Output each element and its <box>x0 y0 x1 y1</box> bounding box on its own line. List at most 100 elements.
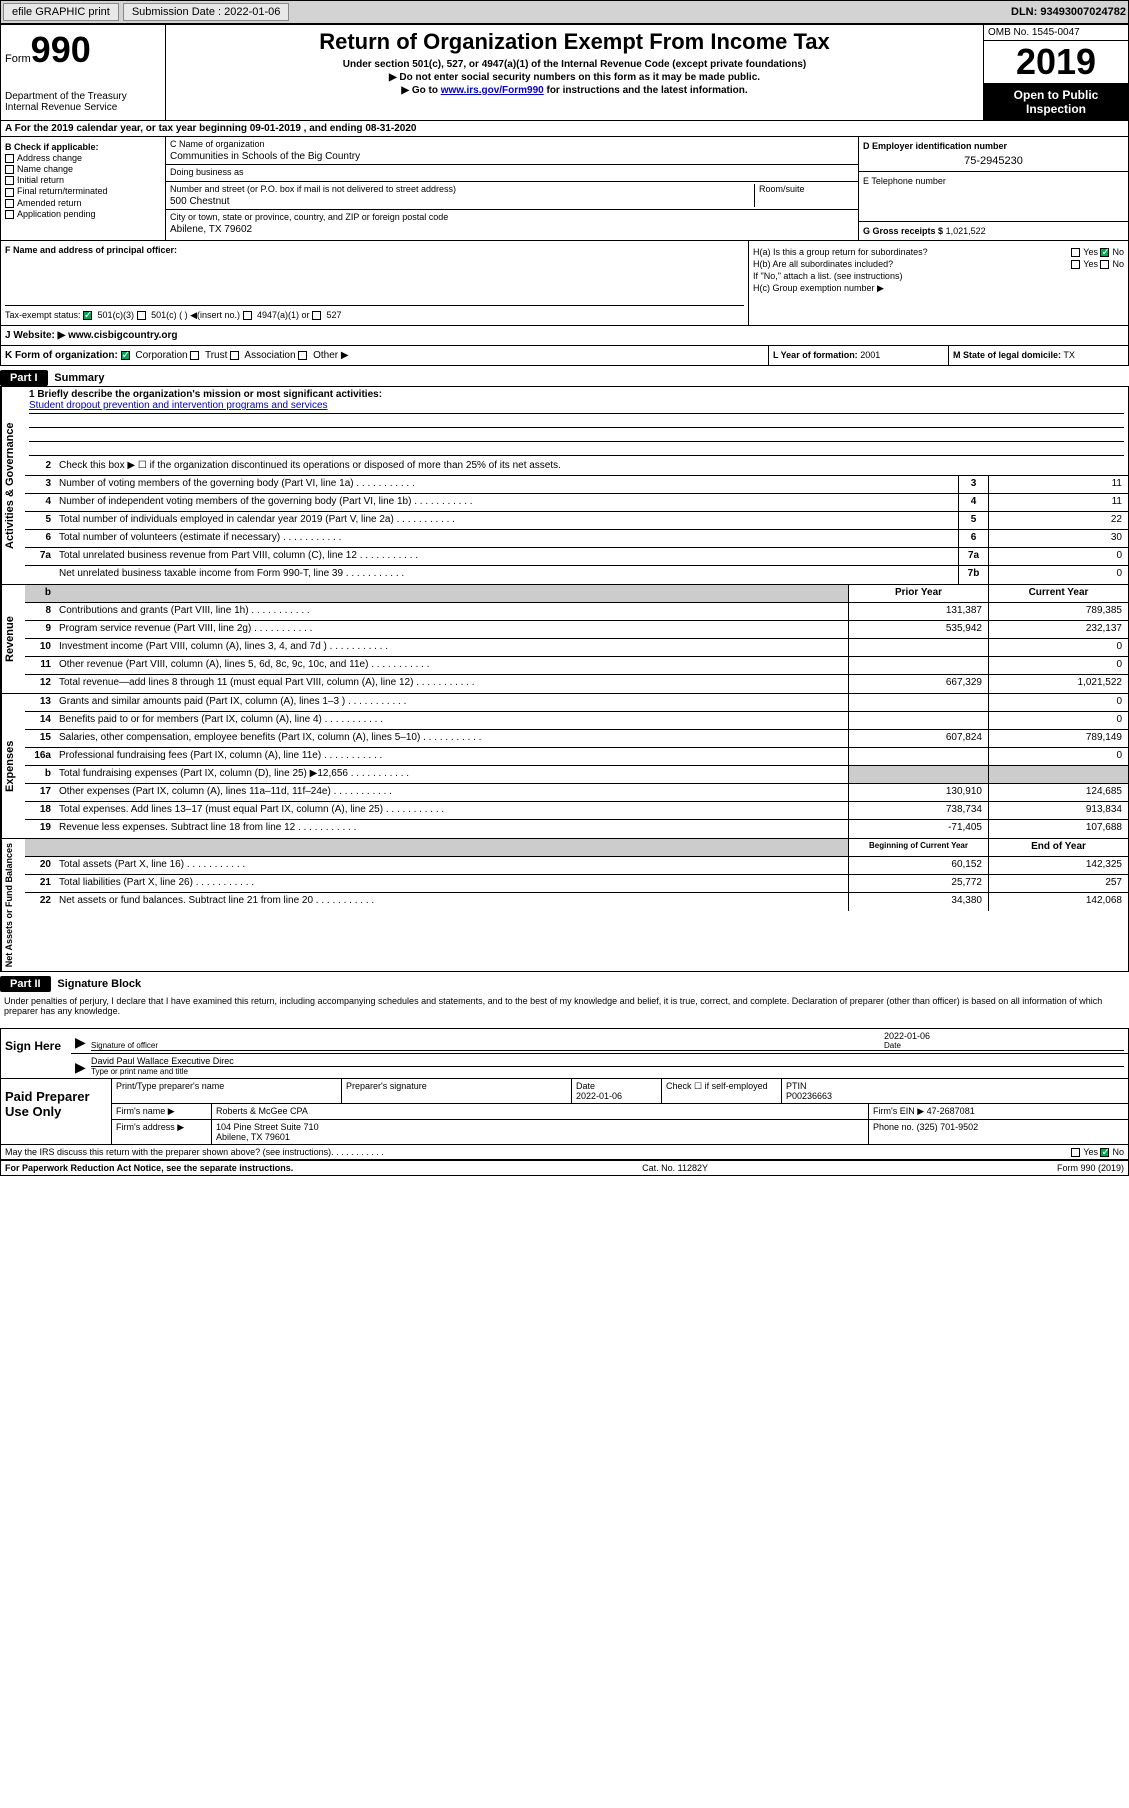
tax-exempt-opt-checkbox[interactable] <box>137 311 146 320</box>
line-value: 11 <box>988 494 1128 511</box>
col-c-org-info: C Name of organization Communities in Sc… <box>166 137 858 240</box>
hb-no-checkbox[interactable] <box>1100 260 1109 269</box>
phone-label: Phone no. <box>873 1122 914 1132</box>
website-value: www.cisbigcountry.org <box>65 330 177 341</box>
summary-line-text: Total liabilities (Part X, line 26) <box>55 875 848 892</box>
line-value: 22 <box>988 512 1128 529</box>
sig-date-label: Date <box>884 1041 1124 1050</box>
section-bcd: B Check if applicable: Address changeNam… <box>0 137 1129 241</box>
current-value: 1,021,522 <box>988 675 1128 693</box>
checkbox[interactable] <box>5 199 14 208</box>
line-box: 7b <box>958 566 988 584</box>
summary-line-text: Total revenue—add lines 8 through 11 (mu… <box>55 675 848 693</box>
line-value: 30 <box>988 530 1128 547</box>
ptin-value: P00236663 <box>786 1091 1124 1101</box>
summary-line-text: Investment income (Part VIII, column (A)… <box>55 639 848 656</box>
checkbox[interactable] <box>5 210 14 219</box>
row-a-tax-year: A For the 2019 calendar year, or tax yea… <box>0 121 1129 137</box>
prior-value: 738,734 <box>848 802 988 819</box>
declaration-text: Under penalties of perjury, I declare th… <box>0 992 1129 1020</box>
firm-ein: 47-2687081 <box>927 1106 975 1116</box>
mission-text: Student dropout prevention and intervent… <box>29 400 1124 414</box>
hb-yes-checkbox[interactable] <box>1071 260 1080 269</box>
part1-header: Part I <box>0 370 48 386</box>
submission-date-button[interactable]: Submission Date : 2022-01-06 <box>123 3 290 21</box>
discuss-no-checkbox[interactable] <box>1100 1148 1109 1157</box>
summary-line-text: Contributions and grants (Part VIII, lin… <box>55 603 848 620</box>
form-year-block: OMB No. 1545-0047 2019 Open to Public In… <box>983 25 1128 120</box>
form-org-opt-checkbox[interactable] <box>121 351 130 360</box>
prior-value: 25,772 <box>848 875 988 892</box>
form-org-label: K Form of organization: <box>5 350 118 361</box>
q2-text: Check this box ▶ ☐ if the organization d… <box>55 458 1128 475</box>
summary-line-text: Number of voting members of the governin… <box>55 476 958 493</box>
line-value: 0 <box>988 566 1128 584</box>
prior-year-header: Prior Year <box>848 585 988 602</box>
current-value: 107,688 <box>988 820 1128 838</box>
form-org-opt-checkbox[interactable] <box>298 351 307 360</box>
current-value: 257 <box>988 875 1128 892</box>
current-value: 789,385 <box>988 603 1128 620</box>
principal-officer-label: F Name and address of principal officer: <box>5 245 177 255</box>
line-value: 0 <box>988 548 1128 565</box>
prep-sig-label: Preparer's signature <box>341 1079 571 1103</box>
tax-exempt-opt-checkbox[interactable] <box>243 311 252 320</box>
current-value: 124,685 <box>988 784 1128 801</box>
tax-exempt-opt-checkbox[interactable] <box>312 311 321 320</box>
form-org-opt-checkbox[interactable] <box>230 351 239 360</box>
print-name-label: Print/Type preparer's name <box>111 1079 341 1103</box>
form-ref: Form 990 (2019) <box>1057 1163 1124 1173</box>
summary-line-text: Salaries, other compensation, employee b… <box>55 730 848 747</box>
tax-exempt-opt-checkbox[interactable] <box>83 311 92 320</box>
prior-value: 607,824 <box>848 730 988 747</box>
prior-value: 60,152 <box>848 857 988 874</box>
firm-addr: 104 Pine Street Suite 710 <box>216 1122 864 1132</box>
subtitle-3: ▶ Go to www.irs.gov/Form990 for instruct… <box>170 85 979 96</box>
dba-label: Doing business as <box>170 167 854 177</box>
gross-label: G Gross receipts $ <box>863 226 943 236</box>
current-value: 0 <box>988 748 1128 765</box>
discuss-yes-checkbox[interactable] <box>1071 1148 1080 1157</box>
tel-label: E Telephone number <box>863 176 1124 186</box>
firm-name-label: Firm's name ▶ <box>111 1104 211 1119</box>
firm-addr-label: Firm's address ▶ <box>111 1120 211 1144</box>
checkbox[interactable] <box>5 154 14 163</box>
state-domicile-label: M State of legal domicile: <box>953 350 1061 360</box>
state-domicile-value: TX <box>1063 350 1075 360</box>
prior-value: 535,942 <box>848 621 988 638</box>
col-f: F Name and address of principal officer:… <box>1 241 748 325</box>
part1-title: Summary <box>54 372 104 384</box>
form990-link[interactable]: www.irs.gov/Form990 <box>441 85 544 96</box>
self-emp-label: Check ☐ if self-employed <box>661 1079 781 1103</box>
city-value: Abilene, TX 79602 <box>170 224 854 235</box>
city-label: City or town, state or province, country… <box>170 212 854 222</box>
line-box: 5 <box>958 512 988 529</box>
line-box: 7a <box>958 548 988 565</box>
summary-line-text: Program service revenue (Part VIII, line… <box>55 621 848 638</box>
current-value: 142,068 <box>988 893 1128 911</box>
ein-value: 75-2945230 <box>863 155 1124 167</box>
org-name: Communities in Schools of the Big Countr… <box>170 151 854 162</box>
form-org-opt-checkbox[interactable] <box>190 351 199 360</box>
form-id-block: Form990 Department of the Treasury Inter… <box>1 25 166 120</box>
part-2: Part II Signature Block Under penalties … <box>0 976 1129 1020</box>
discuss-text: May the IRS discuss this return with the… <box>5 1147 331 1157</box>
efile-print-button[interactable]: efile GRAPHIC print <box>3 3 119 21</box>
summary-line-text: Total assets (Part X, line 16) <box>55 857 848 874</box>
line-value: 11 <box>988 476 1128 493</box>
q1-label: 1 Briefly describe the organization's mi… <box>29 389 382 400</box>
checkbox[interactable] <box>5 188 14 197</box>
officer-name: David Paul Wallace Executive Direc <box>91 1056 1124 1066</box>
col-d-ein: D Employer identification number 75-2945… <box>858 137 1128 240</box>
ha-yes-checkbox[interactable] <box>1071 248 1080 257</box>
checkbox[interactable] <box>5 165 14 174</box>
summary-line-text: Total expenses. Add lines 13–17 (must eq… <box>55 802 848 819</box>
end-year-header: End of Year <box>988 839 1128 856</box>
firm-city: Abilene, TX 79601 <box>216 1132 864 1142</box>
summary-line-text: Revenue less expenses. Subtract line 18 … <box>55 820 848 838</box>
checkbox[interactable] <box>5 176 14 185</box>
dln-text: DLN: 93493007024782 <box>1011 6 1126 18</box>
subtitle-1: Under section 501(c), 527, or 4947(a)(1)… <box>170 59 979 70</box>
ha-no-checkbox[interactable] <box>1100 248 1109 257</box>
summary-line-text: Number of independent voting members of … <box>55 494 958 511</box>
